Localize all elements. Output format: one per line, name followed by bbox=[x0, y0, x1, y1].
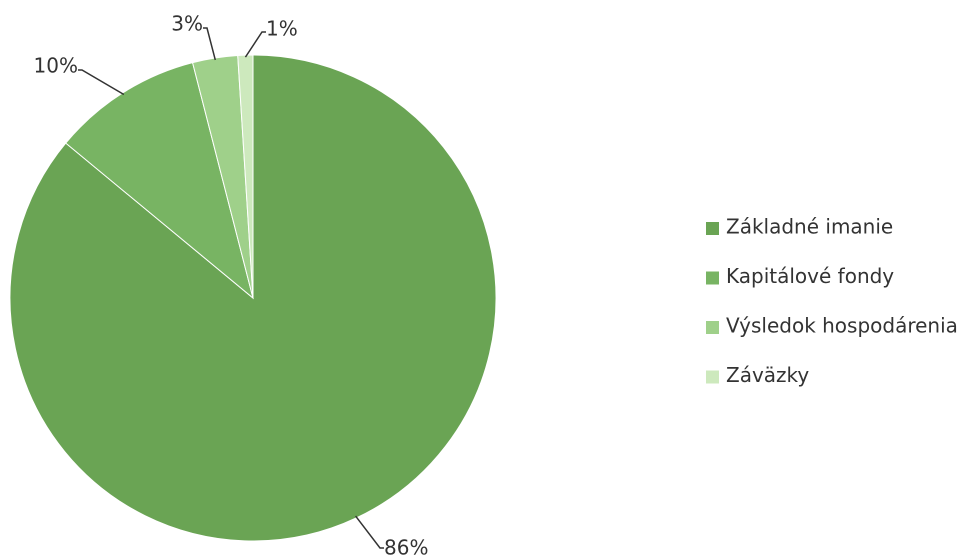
pie-slice bbox=[237, 54, 254, 299]
legend-label: Výsledok hospodárenia bbox=[726, 314, 958, 338]
leader-line bbox=[355, 515, 384, 549]
pie-slice bbox=[65, 62, 254, 300]
legend-swatch bbox=[706, 222, 719, 235]
leader-line bbox=[244, 31, 266, 58]
legend-label: Základné imanie bbox=[726, 215, 893, 239]
leader-line bbox=[203, 27, 217, 61]
legend-swatch bbox=[706, 370, 719, 384]
data-label: 86% bbox=[384, 536, 428, 560]
legend-swatch bbox=[706, 321, 719, 334]
legend-label: Kapitálové fondy bbox=[726, 264, 894, 288]
data-label: 1% bbox=[266, 17, 298, 41]
legend-swatch bbox=[706, 271, 719, 285]
data-label: 3% bbox=[171, 12, 203, 36]
leader-line bbox=[78, 69, 125, 96]
legend-label: Záväzky bbox=[726, 363, 809, 387]
data-label: 10% bbox=[34, 54, 78, 78]
